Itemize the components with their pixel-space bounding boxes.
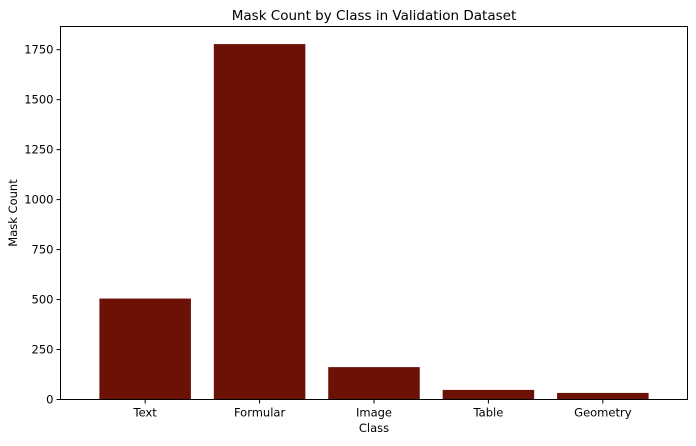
y-tick-label: 750 xyxy=(32,243,54,257)
x-axis-ticks: Text Formular Image Table Geometry xyxy=(133,399,632,420)
x-tick-label: Table xyxy=(473,406,504,420)
y-tick-label: 0 xyxy=(46,393,53,407)
x-tick-label: Image xyxy=(356,406,392,420)
bar-image xyxy=(328,367,420,400)
x-tick-label: Formular xyxy=(234,406,285,420)
bar-formular xyxy=(213,44,306,400)
y-tick-label: 1000 xyxy=(24,193,53,207)
bars-group xyxy=(99,44,649,400)
chart-title: Mask Count by Class in Validation Datase… xyxy=(232,8,517,24)
bar-geometry xyxy=(557,392,649,400)
x-tick-label: Geometry xyxy=(574,406,632,420)
bar-table xyxy=(442,389,535,400)
plot-frame xyxy=(60,26,688,400)
y-tick-label: 250 xyxy=(32,343,54,357)
y-tick-label: 500 xyxy=(32,293,54,307)
x-axis-label: Class xyxy=(359,421,389,435)
x-tick-label: Text xyxy=(133,406,158,420)
y-axis-ticks: 0 250 500 750 1000 1250 1500 1750 xyxy=(24,43,61,407)
bar-text xyxy=(99,298,191,400)
y-tick-label: 1750 xyxy=(24,43,53,57)
y-tick-label: 1250 xyxy=(24,143,53,157)
y-axis-label: Mask Count xyxy=(6,179,20,247)
y-tick-label: 1500 xyxy=(24,93,53,107)
